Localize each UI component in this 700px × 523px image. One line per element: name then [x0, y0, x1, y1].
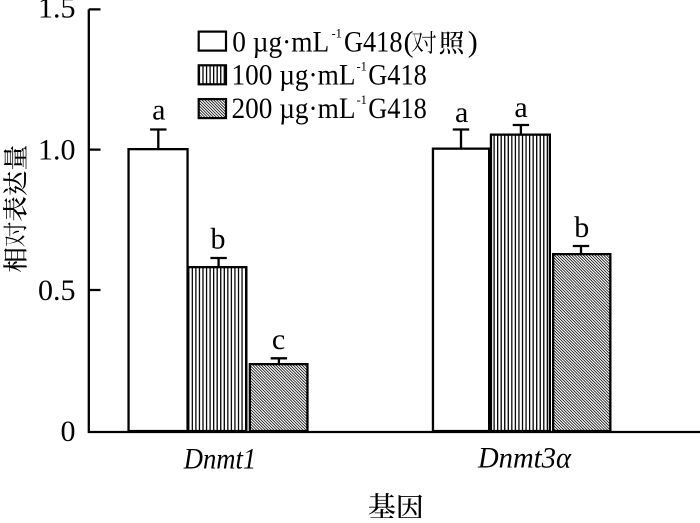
- svg-text:-1: -1: [357, 60, 367, 74]
- svg-text:G418: G418: [368, 59, 427, 92]
- svg-text:(: (: [404, 26, 414, 59]
- svg-text:G418: G418: [344, 26, 403, 59]
- svg-text:-1: -1: [332, 27, 342, 41]
- svg-text:0: 0: [61, 415, 76, 448]
- svg-text:b: b: [211, 222, 226, 255]
- svg-text:): ): [468, 26, 478, 59]
- svg-text:b: b: [574, 211, 589, 244]
- svg-text:100 µg·mL: 100 µg·mL: [232, 59, 356, 92]
- svg-text:-1: -1: [357, 93, 367, 107]
- svg-text:1.0: 1.0: [38, 134, 76, 167]
- svg-text:a: a: [514, 91, 527, 124]
- svg-text:Dnmt3α: Dnmt3α: [477, 442, 572, 475]
- svg-text:a: a: [152, 94, 165, 127]
- svg-text:1.5: 1.5: [38, 0, 76, 25]
- svg-text:a: a: [455, 96, 468, 129]
- svg-text:G418: G418: [368, 92, 427, 125]
- svg-text:0 µg·mL: 0 µg·mL: [232, 26, 329, 59]
- svg-text:c: c: [272, 323, 285, 356]
- svg-text:0.5: 0.5: [38, 274, 76, 307]
- svg-text:Dnmt1: Dnmt1: [183, 442, 256, 475]
- svg-text:200 µg·mL: 200 µg·mL: [232, 92, 356, 125]
